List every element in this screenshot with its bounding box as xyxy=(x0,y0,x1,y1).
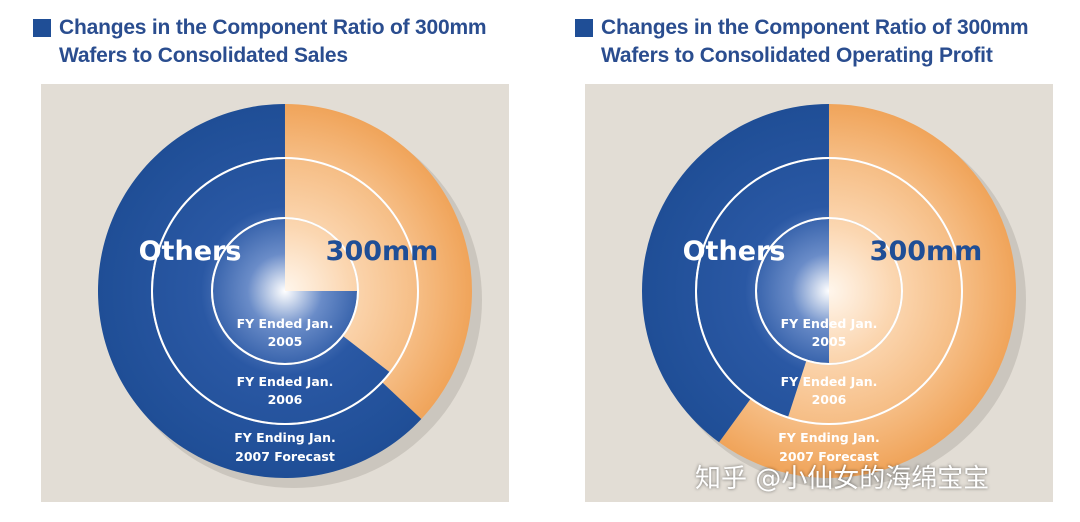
title-square-icon xyxy=(33,19,51,37)
title-square-icon xyxy=(575,19,593,37)
label-300mm: 300mm xyxy=(326,236,439,267)
ring-label-1-line-1: 2006 xyxy=(812,392,847,407)
ring-separator-0 xyxy=(755,217,903,365)
ring-separator-1 xyxy=(151,157,419,425)
ring-label-0-line-1: 2005 xyxy=(812,334,847,349)
donut-chart-sales: Others 300mm FY Ended Jan. 2005 FY Ended Jan… xyxy=(98,104,482,488)
slice-others-ring-0 xyxy=(756,219,829,364)
ring-separator-1 xyxy=(695,157,963,425)
chart-title-line-2: Wafers to Consolidated Sales xyxy=(59,44,348,67)
slice-others-ring-0 xyxy=(212,219,357,363)
label-others: Others xyxy=(139,236,242,267)
chart-title-line-2: Wafers to Consolidated Operating Profit xyxy=(601,44,993,67)
ring-label-2-line-1: 2007 Forecast xyxy=(235,449,335,464)
slice-300mm-ring-0 xyxy=(285,219,357,291)
slice-300mm-ring-2 xyxy=(719,104,1016,478)
ring-label-0-line-1: 2005 xyxy=(268,334,303,349)
ring-label-2-line-1: 2007 Forecast xyxy=(779,449,879,464)
ring-label-1-line-1: 2006 xyxy=(268,392,303,407)
ring-label-1-line-0: FY Ended Jan. xyxy=(781,374,878,389)
watermark-text: 知乎 @小仙女的海绵宝宝 xyxy=(695,464,990,494)
ring-label-0-line-0: FY Ended Jan. xyxy=(781,316,878,331)
slice-300mm-ring-2 xyxy=(285,104,473,420)
ring-label-2-line-0: FY Ending Jan. xyxy=(234,430,336,445)
chart-panel-sales: Others 300mm FY Ended Jan. 2005 FY Ended Jan… xyxy=(41,84,509,502)
slice-300mm-ring-1 xyxy=(788,159,961,423)
chart-title-profit: Changes in the Component Ratio of 300mm … xyxy=(575,14,1029,70)
slice-300mm-ring-1 xyxy=(285,159,418,372)
ring-separator-0 xyxy=(211,217,359,365)
ring-label-2-line-0: FY Ending Jan. xyxy=(778,430,880,445)
chart-title-line-1: Changes in the Component Ratio of 300mm xyxy=(601,16,1029,39)
ring-label-0-line-0: FY Ended Jan. xyxy=(237,316,334,331)
label-others: Others xyxy=(683,236,786,267)
slice-others-ring-1 xyxy=(696,159,829,417)
ring-label-1-line-0: FY Ended Jan. xyxy=(237,374,334,389)
label-300mm: 300mm xyxy=(870,236,983,267)
chart-title-line-1: Changes in the Component Ratio of 300mm xyxy=(59,16,487,39)
slice-others-ring-2 xyxy=(642,104,829,443)
slice-others-ring-1 xyxy=(153,159,390,423)
donut-chart-profit: Others 300mm FY Ended Jan. 2005 FY Ended Jan… xyxy=(642,104,1026,488)
slice-300mm-ring-0 xyxy=(829,219,901,363)
chart-panel-profit: Others 300mm FY Ended Jan. 2005 FY Ended Jan… xyxy=(585,84,1053,502)
slice-others-ring-2 xyxy=(98,104,422,478)
chart-title-sales: Changes in the Component Ratio of 300mm … xyxy=(33,14,487,70)
